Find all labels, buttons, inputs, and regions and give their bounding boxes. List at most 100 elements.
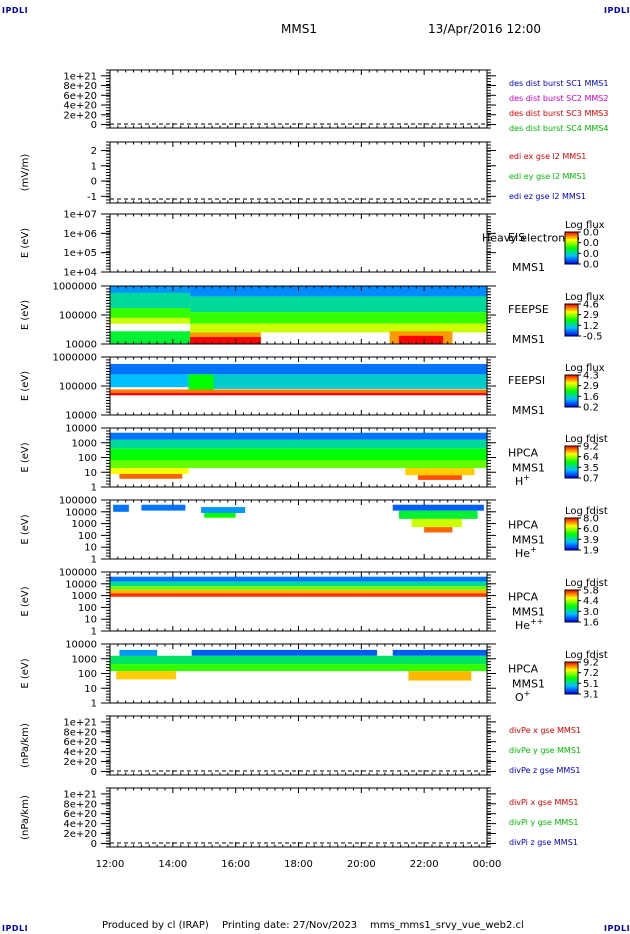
y-tick-label: 2e+20 xyxy=(63,110,97,121)
spectrogram-cell xyxy=(188,374,214,391)
species-label: H+ xyxy=(515,473,530,488)
spectrogram-cell xyxy=(110,581,487,587)
legend-entry: divPi y gse MMS1 xyxy=(509,818,578,827)
colorbar-tick-label: 4.4 xyxy=(583,596,599,607)
y-tick-label: 0 xyxy=(91,120,97,131)
colorbar-title: Log fdist xyxy=(565,506,608,517)
spacecraft-label: MMS1 xyxy=(512,333,545,346)
y-tick-label: 1000 xyxy=(72,519,97,530)
spectrogram-cell xyxy=(405,468,475,476)
colorbar xyxy=(564,445,579,479)
y-tick-label: 1000000 xyxy=(52,282,97,293)
y-tick-label: 4e+20 xyxy=(63,819,97,830)
y-tick-label: 10 xyxy=(84,684,97,695)
legend-entry: divPi z gse MMS1 xyxy=(509,838,578,847)
y-axis-label: E (eV) xyxy=(20,300,31,330)
colorbar-tick-label: 3.5 xyxy=(583,463,599,474)
colorbar-tick-label: 8.0 xyxy=(583,514,599,525)
spectrogram-cell xyxy=(110,286,191,293)
y-tick-label: 4e+20 xyxy=(63,747,97,758)
colorbar-tick-label: 6.0 xyxy=(583,524,599,535)
footer-printing-date: Printing date: 27/Nov/2023 xyxy=(222,920,358,931)
y-axis-label: E (eV) xyxy=(20,228,31,258)
spectrogram-cell xyxy=(116,671,176,680)
y-tick-label: 0 xyxy=(91,177,97,188)
colorbar-title: Log flux xyxy=(565,363,605,374)
species-label: He+ xyxy=(515,545,537,560)
y-tick-label: 1e+21 xyxy=(63,71,97,82)
spectrogram-cell xyxy=(110,308,191,318)
y-tick-label: 1 xyxy=(91,161,97,172)
plot-datetime: 13/Apr/2016 12:00 xyxy=(428,22,542,36)
spectrogram-cell xyxy=(113,504,129,512)
x-tick-label: 18:00 xyxy=(284,859,313,870)
species-charge: + xyxy=(524,689,531,698)
legend-entry: divPe z gse MMS1 xyxy=(509,766,580,775)
spectrogram-cell xyxy=(190,286,488,297)
spectrogram-cell xyxy=(110,331,191,344)
instrument-label: EIS xyxy=(508,231,525,244)
y-axis-label: (nPa/km) xyxy=(20,795,31,840)
colorbar xyxy=(564,374,579,408)
panel-frame xyxy=(109,787,488,848)
x-tick-label: 00:00 xyxy=(473,859,502,870)
y-tick-label: 8e+20 xyxy=(63,727,97,738)
y-tick-label: 100000 xyxy=(59,568,97,579)
y-axis-label: (mV/m) xyxy=(20,154,31,192)
legend-entry: des dist burst SC4 MMS4 xyxy=(509,124,608,133)
spectrogram-cell xyxy=(110,292,191,309)
colorbar-tick-label: 0.2 xyxy=(583,403,599,414)
y-axis-label: E (eV) xyxy=(20,586,31,616)
instrument-label: HPCA xyxy=(508,662,539,675)
panel-feeps-e: 1000000 100000 10000 E (eV) FEEPSE MMS1 Log fl… xyxy=(20,282,605,351)
spectrogram-cell xyxy=(110,389,487,393)
colorbar-title: Log fdist xyxy=(565,434,608,445)
panel-feeps-i: 1000000 100000 10000 E (eV) FEEPSI MMS1 Log fl… xyxy=(20,353,605,422)
instrument-label: HPCA xyxy=(508,590,539,603)
y-tick-label: 1 xyxy=(91,483,97,494)
spectrogram-cell xyxy=(110,448,487,461)
y-tick-label: 1 xyxy=(91,627,97,638)
colorbar-tick-label: 3.1 xyxy=(583,690,599,701)
panel-frame xyxy=(109,69,488,129)
spectrogram-cell xyxy=(110,439,487,449)
species-charge: + xyxy=(523,473,530,482)
colorbar-title: Log fdist xyxy=(565,578,608,589)
spectrogram-cell xyxy=(188,374,487,389)
y-tick-label: 0 xyxy=(91,839,97,850)
spectrogram-cell xyxy=(119,649,158,659)
y-tick-label: 100 xyxy=(78,531,97,542)
corner-label-bottom-left: IPDLI xyxy=(2,924,29,933)
colorbar xyxy=(564,589,579,623)
colorbar-tick-label: 1.9 xyxy=(583,546,599,557)
y-tick-label: 1000000 xyxy=(52,353,97,364)
y-tick-label: 10000 xyxy=(65,579,97,590)
colorbar-tick-label: 2.9 xyxy=(583,381,599,392)
y-tick-label: 10000 xyxy=(65,340,97,351)
spectrogram-cell xyxy=(190,296,488,313)
y-tick-label: -1 xyxy=(87,192,97,203)
colorbar-tick-label: 0.0 xyxy=(583,228,599,239)
colorbar-tick-label: 4.6 xyxy=(583,300,599,311)
corner-label-top-right: IPDLI xyxy=(604,6,630,15)
spacecraft-label: MMS1 xyxy=(512,534,545,547)
spectrogram-cell xyxy=(110,589,487,594)
legend-entry: des dist burst SC1 MMS1 xyxy=(509,79,608,88)
panel-frame xyxy=(109,715,488,776)
instrument-label: HPCA xyxy=(508,518,539,531)
spacecraft-label: MMS1 xyxy=(512,606,545,619)
colorbar-tick-label: 5.1 xyxy=(583,679,599,690)
spacecraft-label: MMS1 xyxy=(512,404,545,417)
x-tick-label: 22:00 xyxy=(410,859,439,870)
spectrogram-cell xyxy=(110,460,487,469)
footer-script-name: mms_mms1_srvy_vue_web2.cl xyxy=(370,920,524,931)
legend-entry: des dist burst SC2 MMS2 xyxy=(509,94,608,103)
spectrogram-cell xyxy=(110,317,191,324)
colorbar-tick-label: 3.9 xyxy=(583,535,599,546)
spectrogram-cell xyxy=(411,518,462,528)
colorbar-tick-label: 0.0 xyxy=(583,260,599,271)
